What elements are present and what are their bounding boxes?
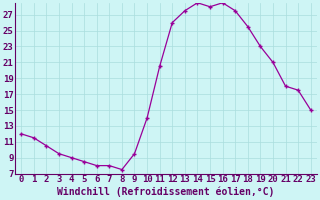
- X-axis label: Windchill (Refroidissement éolien,°C): Windchill (Refroidissement éolien,°C): [57, 187, 275, 197]
